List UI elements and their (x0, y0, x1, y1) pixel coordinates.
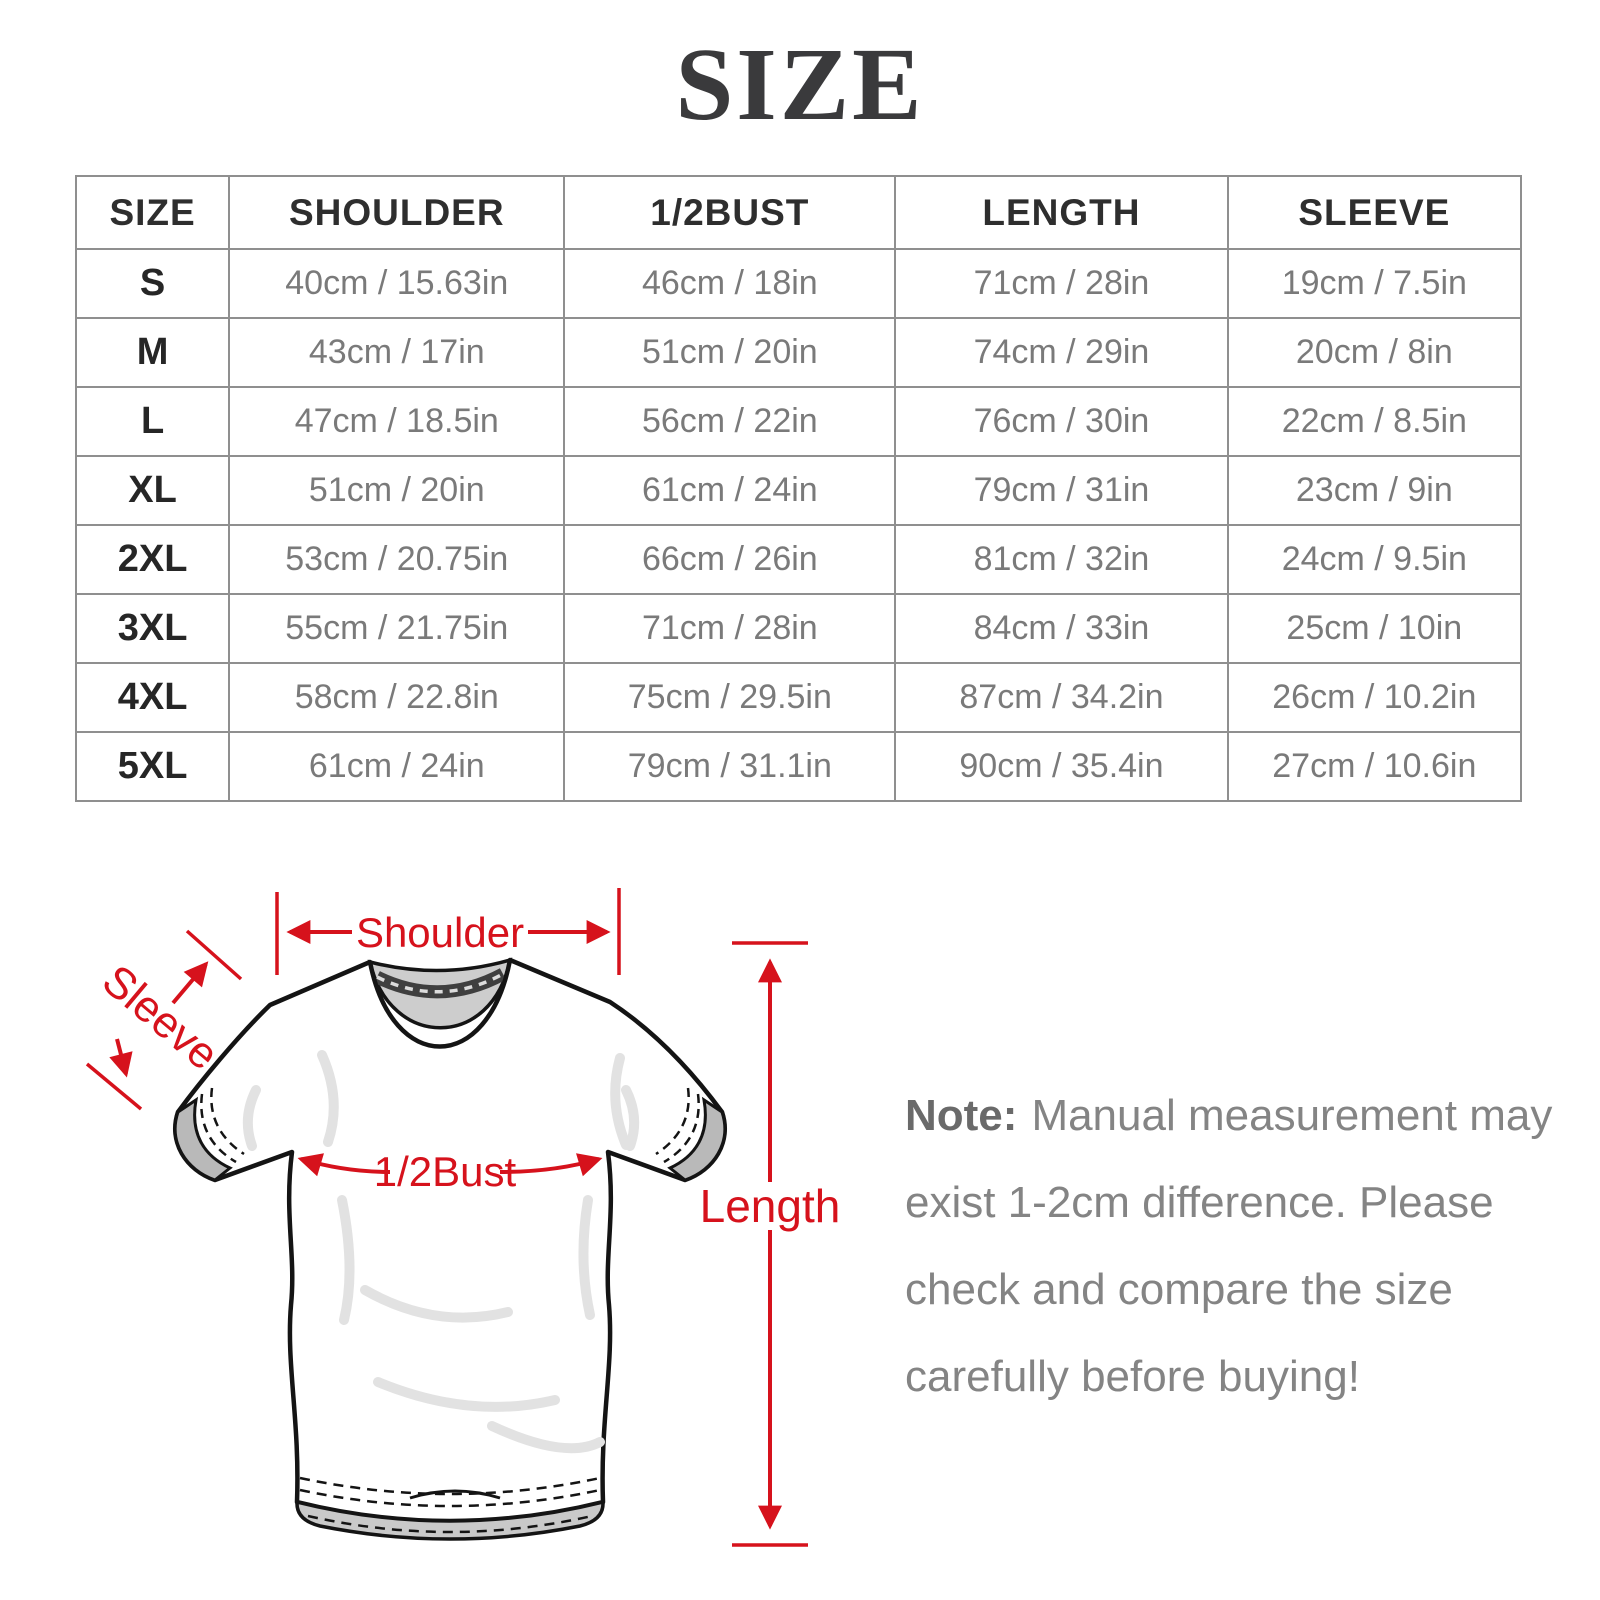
bust-cell: 66cm / 26in (563, 524, 897, 595)
sleeve-cell: 27cm / 10.6in (1226, 731, 1523, 802)
length-cell: 81cm / 32in (894, 524, 1229, 595)
bust-cell: 75cm / 29.5in (563, 662, 897, 733)
table-row: M 43cm / 17in 51cm / 20in 74cm / 29in 20… (74, 317, 1523, 388)
length-arrow (732, 941, 808, 1547)
size-cell: M (74, 317, 231, 388)
header-shoulder: SHOULDER (228, 175, 566, 250)
sleeve-cell: 20cm / 8in (1226, 317, 1523, 388)
note-line: Manual measurement may (1031, 1091, 1553, 1140)
size-cell: L (74, 386, 231, 457)
size-cell: 4XL (74, 662, 231, 733)
sleeve-cell: 19cm / 7.5in (1226, 248, 1523, 319)
tshirt-outline (172, 957, 728, 1524)
length-cell: 79cm / 31in (894, 455, 1229, 526)
table-row: L 47cm / 18.5in 56cm / 22in 76cm / 30in … (74, 386, 1523, 457)
length-cell: 87cm / 34.2in (894, 662, 1229, 733)
bust-cell: 79cm / 31.1in (563, 731, 897, 802)
wrinkle-lines (242, 1050, 640, 1454)
bust-cell: 71cm / 28in (563, 593, 897, 664)
size-cell: 3XL (74, 593, 231, 664)
bust-cell: 51cm / 20in (563, 317, 897, 388)
page-title: SIZE (675, 27, 925, 142)
shoulder-cell: 51cm / 20in (228, 455, 566, 526)
sleeve-cell: 26cm / 10.2in (1226, 662, 1523, 733)
bust-cell: 46cm / 18in (563, 248, 897, 319)
length-cell: 74cm / 29in (894, 317, 1229, 388)
sleeve-cell: 24cm / 9.5in (1226, 524, 1523, 595)
sleeve-cuff-left (173, 1087, 245, 1182)
shoulder-cell: 61cm / 24in (228, 731, 566, 802)
sleeve-label: Sleeve (93, 956, 228, 1080)
header-bust: 1/2BUST (563, 175, 897, 250)
table-row: S 40cm / 15.63in 46cm / 18in 71cm / 28in… (74, 248, 1523, 319)
table-row: 4XL 58cm / 22.8in 75cm / 29.5in 87cm / 3… (74, 662, 1523, 733)
length-label: Length (700, 1180, 841, 1232)
sleeve-cell: 22cm / 8.5in (1226, 386, 1523, 457)
length-cell: 84cm / 33in (894, 593, 1229, 664)
shoulder-cell: 53cm / 20.75in (228, 524, 566, 595)
note-line: check and compare the size (905, 1265, 1453, 1314)
bust-arrow (297, 1153, 603, 1177)
header-size: SIZE (74, 175, 231, 250)
note-text: Note: Manual measurement may exist 1-2cm … (905, 1072, 1565, 1420)
table-header-row: SIZE SHOULDER 1/2BUST LENGTH SLEEVE (74, 175, 1523, 250)
shoulder-cell: 43cm / 17in (228, 317, 566, 388)
note-line: carefully before buying! (905, 1352, 1360, 1401)
length-cell: 76cm / 30in (894, 386, 1229, 457)
table-row: 2XL 53cm / 20.75in 66cm / 26in 81cm / 32… (74, 524, 1523, 595)
size-cell: 2XL (74, 524, 231, 595)
bust-cell: 56cm / 22in (563, 386, 897, 457)
table-row: XL 51cm / 20in 61cm / 24in 79cm / 31in 2… (74, 455, 1523, 526)
length-cell: 90cm / 35.4in (894, 731, 1229, 802)
sleeve-cuff-right (655, 1087, 727, 1182)
hem (295, 1476, 605, 1541)
note-label: Note: (905, 1091, 1018, 1140)
size-table: SIZE SHOULDER 1/2BUST LENGTH SLEEVE S 40… (74, 175, 1523, 802)
size-cell: S (74, 248, 231, 319)
table-row: 5XL 61cm / 24in 79cm / 31.1in 90cm / 35.… (74, 731, 1523, 802)
bust-cell: 61cm / 24in (563, 455, 897, 526)
shoulder-cell: 40cm / 15.63in (228, 248, 566, 319)
shoulder-label: Shoulder (356, 909, 524, 956)
shoulder-cell: 58cm / 22.8in (228, 662, 566, 733)
size-cell: XL (74, 455, 231, 526)
shoulder-cell: 47cm / 18.5in (228, 386, 566, 457)
header-sleeve: SLEEVE (1226, 175, 1523, 250)
shoulder-arrow (275, 888, 621, 975)
sleeve-arrows (85, 929, 243, 1111)
sleeve-cell: 25cm / 10in (1226, 593, 1523, 664)
bust-label: 1/2Bust (374, 1148, 517, 1195)
shoulder-cell: 55cm / 21.75in (228, 593, 566, 664)
length-cell: 71cm / 28in (894, 248, 1229, 319)
note-line: exist 1-2cm difference. Please (905, 1178, 1494, 1227)
sleeve-cell: 23cm / 9in (1226, 455, 1523, 526)
header-length: LENGTH (894, 175, 1229, 250)
table-row: 3XL 55cm / 21.75in 71cm / 28in 84cm / 33… (74, 593, 1523, 664)
size-cell: 5XL (74, 731, 231, 802)
tshirt-diagram: Shoulder Sleeve 1/2Bust Length (85, 888, 841, 1547)
